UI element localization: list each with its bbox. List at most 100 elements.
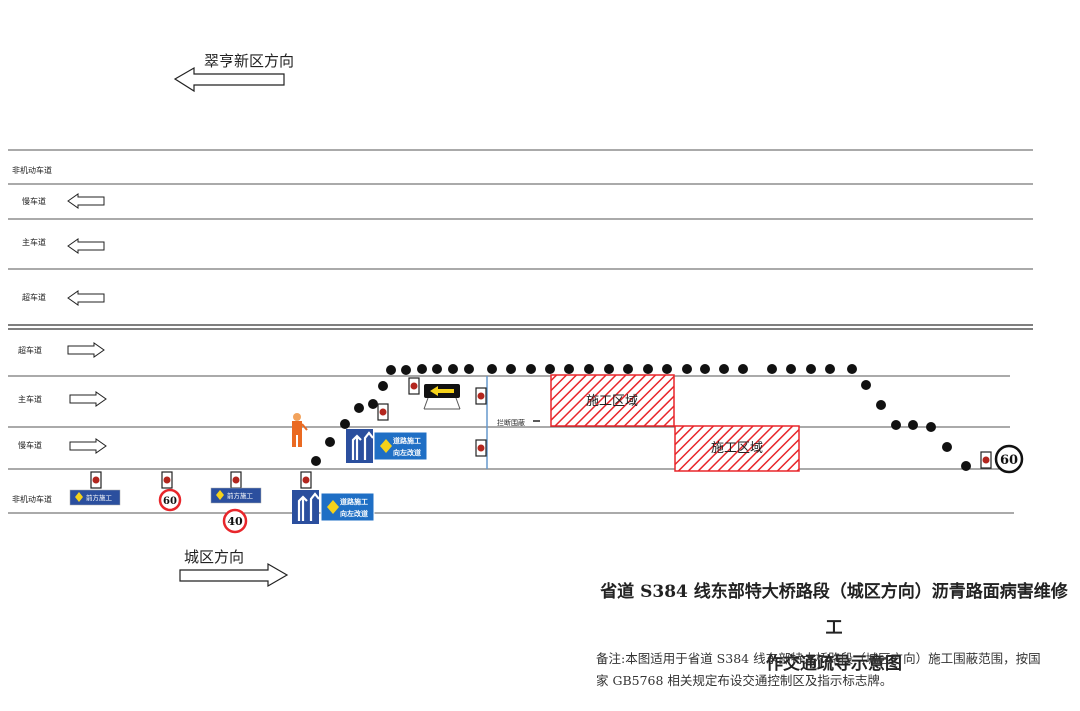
- cone-icon: [738, 364, 748, 374]
- lane-label-lower-nonmotor: 非机动车道: [12, 494, 52, 504]
- cone-icon: [584, 364, 594, 374]
- lane-shift-icon: [346, 429, 374, 463]
- cone-icon: [545, 364, 555, 374]
- cone-icon: [847, 364, 857, 374]
- diagram-title: 省道 S384 线东部特大桥路段（城区方向）沥青路面病害维修工 作交通疏导示意图: [596, 574, 1072, 682]
- cone-icon: [368, 399, 378, 409]
- road-work-ahead-sign: 前方施工: [69, 489, 121, 506]
- cone-icon: [926, 422, 936, 432]
- work-zone-label: 施工区域: [711, 441, 763, 456]
- lane-arrows: [67, 193, 107, 454]
- cone-icon: [662, 364, 672, 374]
- lane-shift-icon: [292, 490, 320, 524]
- warning-lights: [90, 377, 992, 489]
- cone-icon: [604, 364, 614, 374]
- road-work-ahead-text: 前方施工: [227, 491, 254, 500]
- work-zone-2: 施工区域: [674, 425, 800, 472]
- lane-label-lower-slow: 慢车道: [18, 440, 42, 450]
- cone-icon: [806, 364, 816, 374]
- warning-light-icon: [230, 471, 242, 489]
- cone-icon: [448, 364, 458, 374]
- warning-light-icon: [475, 439, 487, 457]
- lane-label-lower-fast: 超车道: [18, 345, 42, 355]
- arrow-left-icon: [67, 238, 105, 254]
- flagman-icon: [292, 413, 308, 447]
- cone-icon: [767, 364, 777, 374]
- arrow-right-icon: [179, 562, 289, 588]
- warning-light-icon: [408, 377, 420, 395]
- warning-light-icon: [300, 471, 312, 489]
- cone-icon: [311, 456, 321, 466]
- cone-icon: [861, 380, 871, 390]
- speed-limit-icon: 60: [158, 488, 182, 512]
- cone-icon: [464, 364, 474, 374]
- cone-icon: [786, 364, 796, 374]
- cone-icon: [401, 365, 411, 375]
- arrow-left-icon: [67, 193, 105, 209]
- speed-limit-value: 40: [227, 515, 243, 528]
- warning-light-icon: [90, 471, 102, 489]
- lane-label-upper-slow: 慢车道: [22, 196, 46, 206]
- arrow-right-icon: [67, 342, 105, 358]
- detour-sign-line2: 向左改道: [340, 509, 368, 518]
- diagram-title-line2: 作交通疏导示意图: [766, 654, 902, 674]
- barrier-label: 拦断围蔽: [497, 418, 525, 427]
- cone-icon: [825, 364, 835, 374]
- cone-icon: [891, 420, 901, 430]
- work-zone-label: 施工区域: [586, 394, 638, 409]
- road-work-sign-icon: 道路施工 向左改道: [320, 492, 375, 522]
- lane-label-upper-fast: 超车道: [22, 292, 46, 302]
- direction-bottom-label: 城区方向: [184, 548, 244, 566]
- lane-label-lower-main: 主车道: [18, 394, 42, 404]
- cones: [311, 364, 971, 471]
- lane-labels: 非机动车道 慢车道 主车道 超车道 超车道 主车道 慢车道 非机动车道: [12, 165, 52, 504]
- diagram-note-line2: 家 GB5768 相关规定布设交通控制区及指示标志牌。: [596, 673, 893, 688]
- cone-icon: [942, 442, 952, 452]
- speed-limit-value: 60: [1000, 453, 1018, 468]
- arrow-right-icon: [69, 391, 107, 407]
- cone-icon: [417, 364, 427, 374]
- cone-icon: [643, 364, 653, 374]
- cone-icon: [487, 364, 497, 374]
- work-zone-1: 施工区域: [550, 374, 675, 427]
- warning-light-icon: [377, 403, 389, 421]
- direction-top: 翠亨新区方向: [173, 52, 294, 93]
- cone-icon: [526, 364, 536, 374]
- road-work-ahead-sign: 前方施工: [210, 487, 262, 504]
- diagram-note: 备注:本图适用于省道 S384 线东部特大桥路段（城区方向）施工围蔽范围，按国 …: [596, 648, 1072, 692]
- diagram-title-line1: 省道 S384 线东部特大桥路段（城区方向）沥青路面病害维修工: [600, 582, 1068, 638]
- lane-label-upper-nonmotor: 非机动车道: [12, 165, 52, 175]
- cone-icon: [354, 403, 364, 413]
- cone-icon: [564, 364, 574, 374]
- cone-icon: [876, 400, 886, 410]
- warning-light-icon: [161, 471, 173, 489]
- road-work-sign-icon: 道路施工 向左改道: [373, 431, 428, 461]
- lane-label-upper-main: 主车道: [22, 237, 46, 247]
- detour-sign-line1: 道路施工: [340, 497, 368, 506]
- cone-icon: [325, 437, 335, 447]
- detour-sign-line2: 向左改道: [393, 448, 421, 457]
- cone-icon: [961, 461, 971, 471]
- warning-light-icon: [475, 387, 487, 405]
- arrow-right-icon: [69, 438, 107, 454]
- lane-lines: [8, 149, 1033, 514]
- warning-light-icon: [980, 451, 992, 469]
- cone-icon: [908, 420, 918, 430]
- arrow-board-icon: [423, 384, 461, 410]
- cone-icon: [682, 364, 692, 374]
- detour-sign-line1: 道路施工: [393, 436, 421, 445]
- road-work-ahead-text: 前方施工: [86, 493, 113, 502]
- cone-icon: [719, 364, 729, 374]
- cone-icon: [623, 364, 633, 374]
- cone-icon: [700, 364, 710, 374]
- speed-limit-icon: 60: [994, 444, 1024, 474]
- direction-bottom: 城区方向: [179, 548, 289, 588]
- arrow-left-icon: [67, 290, 105, 306]
- arrow-left-icon: [173, 66, 285, 93]
- speed-limit-value: 60: [163, 496, 177, 507]
- cone-icon: [506, 364, 516, 374]
- cone-icon: [378, 381, 388, 391]
- cone-icon: [432, 364, 442, 374]
- cone-icon: [340, 419, 350, 429]
